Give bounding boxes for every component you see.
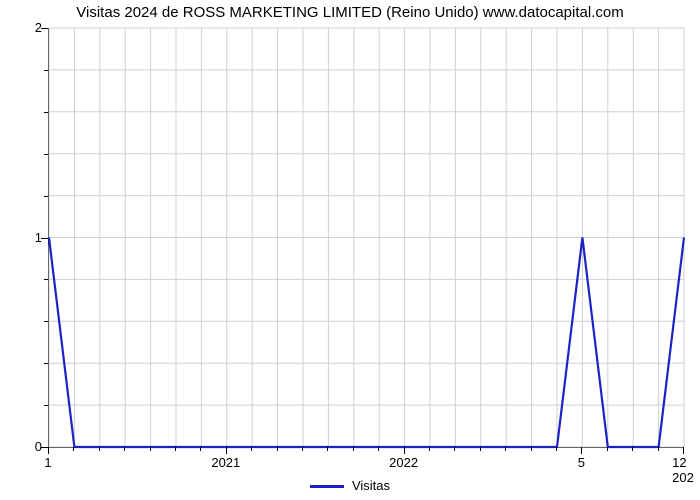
y-minor-tick bbox=[44, 154, 48, 155]
x-minor-tick bbox=[632, 447, 633, 451]
legend-line bbox=[310, 485, 344, 488]
x-tick bbox=[404, 447, 405, 454]
x-tick bbox=[683, 447, 684, 454]
x-tick bbox=[226, 447, 227, 454]
y-tick-label: 0 bbox=[12, 439, 42, 454]
y-tick bbox=[41, 28, 48, 29]
y-minor-tick bbox=[44, 196, 48, 197]
x-tick bbox=[48, 447, 49, 454]
y-tick-label: 2 bbox=[12, 20, 42, 35]
x-tick-label: 1 bbox=[44, 455, 51, 470]
x-minor-tick bbox=[150, 447, 151, 451]
x-minor-tick bbox=[480, 447, 481, 451]
x-minor-tick bbox=[99, 447, 100, 451]
x-minor-tick bbox=[505, 447, 506, 451]
x-minor-tick bbox=[251, 447, 252, 451]
x-minor-tick bbox=[175, 447, 176, 451]
x-minor-tick bbox=[353, 447, 354, 451]
y-tick-label: 1 bbox=[12, 230, 42, 245]
x-tick-label: 2022 bbox=[389, 455, 418, 470]
x-minor-tick bbox=[531, 447, 532, 451]
x-minor-tick bbox=[658, 447, 659, 451]
x-tick-label: 5 bbox=[578, 455, 585, 470]
y-minor-tick bbox=[44, 405, 48, 406]
x-minor-tick bbox=[454, 447, 455, 451]
x-minor-tick bbox=[302, 447, 303, 451]
y-minor-tick bbox=[44, 363, 48, 364]
y-minor-tick bbox=[44, 279, 48, 280]
x-minor-tick bbox=[378, 447, 379, 451]
x-minor-tick bbox=[327, 447, 328, 451]
plot-area bbox=[48, 28, 684, 448]
legend: Visitas bbox=[0, 478, 700, 493]
x-minor-tick bbox=[200, 447, 201, 451]
x-minor-tick bbox=[277, 447, 278, 451]
x-tick bbox=[581, 447, 582, 454]
y-minor-tick bbox=[44, 321, 48, 322]
x-minor-tick bbox=[607, 447, 608, 451]
legend-label: Visitas bbox=[352, 478, 390, 493]
y-tick bbox=[41, 447, 48, 448]
y-tick bbox=[41, 238, 48, 239]
y-minor-tick bbox=[44, 112, 48, 113]
y-minor-tick bbox=[44, 70, 48, 71]
x-minor-tick bbox=[73, 447, 74, 451]
chart-title: Visitas 2024 de ROSS MARKETING LIMITED (… bbox=[0, 4, 700, 21]
x-minor-tick bbox=[429, 447, 430, 451]
x-tick-label: 2021 bbox=[211, 455, 240, 470]
x-minor-tick bbox=[124, 447, 125, 451]
x-minor-tick bbox=[556, 447, 557, 451]
plot-svg bbox=[49, 28, 684, 447]
